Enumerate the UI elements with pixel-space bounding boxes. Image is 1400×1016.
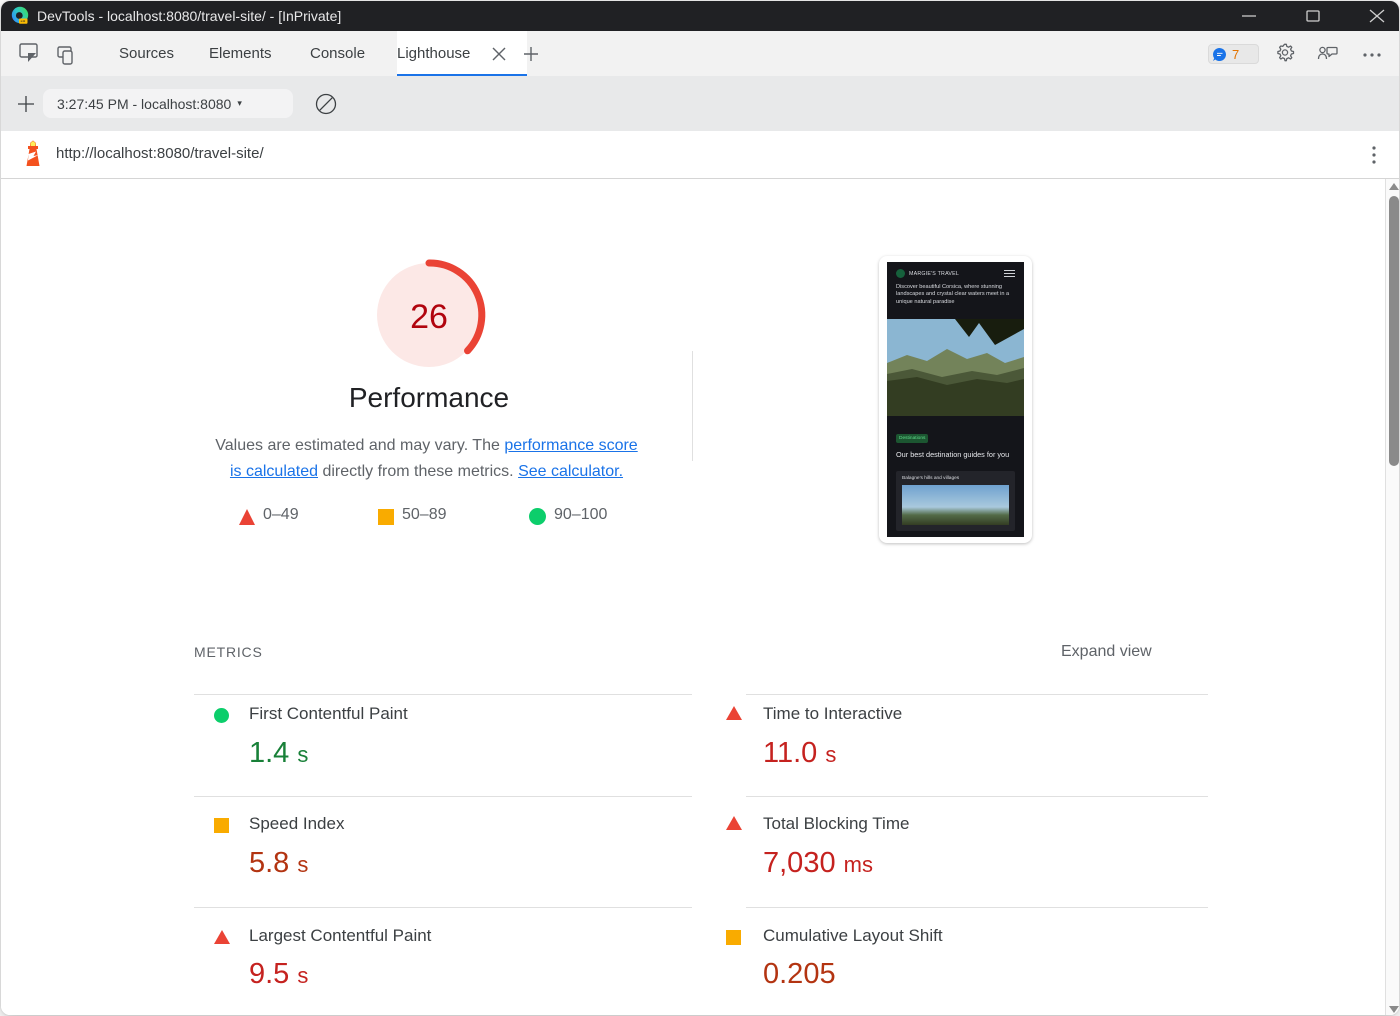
svg-text:26: 26 [410,298,448,336]
